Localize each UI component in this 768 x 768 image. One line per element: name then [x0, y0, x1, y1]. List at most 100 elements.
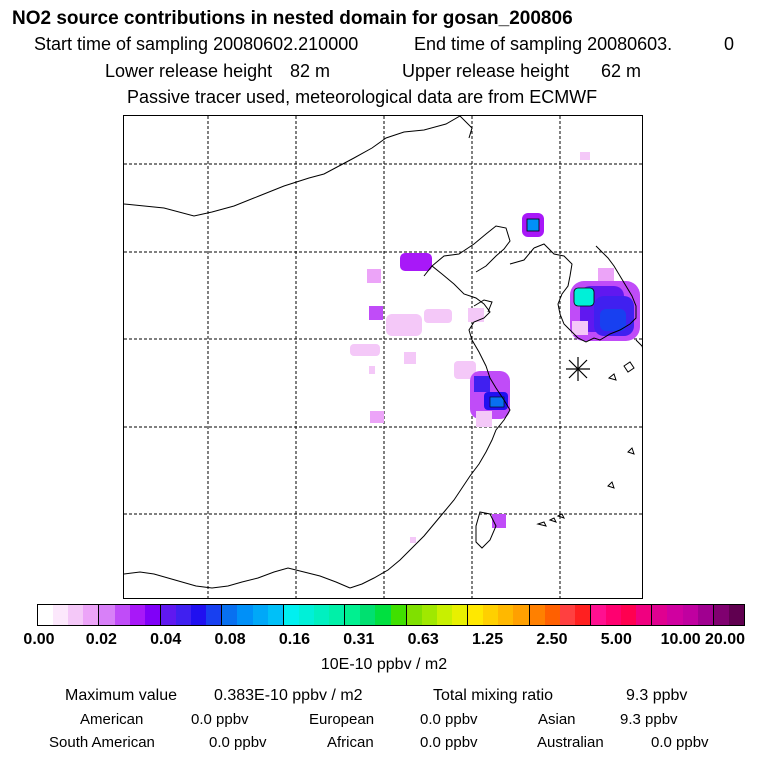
colorbar-tick-label: 20.00 — [704, 631, 746, 648]
colorbar-segment — [621, 605, 637, 625]
colorbar-segment — [53, 605, 69, 625]
colorbar-segment — [544, 605, 560, 625]
colorbar-segment — [191, 605, 207, 625]
island — [548, 517, 557, 523]
coastlines — [124, 116, 642, 589]
border-south — [124, 567, 351, 589]
island — [607, 481, 615, 489]
colorbar-segment — [129, 605, 145, 625]
region-value: 0.0 ppbv — [209, 734, 267, 751]
colorbar-segment — [451, 605, 469, 625]
lower-height-label: Lower release height — [105, 61, 273, 81]
map-panel — [123, 115, 643, 599]
colorbar-segment — [468, 605, 484, 625]
colorbar-unit: 10E-10 ppbv / m2 — [320, 656, 448, 673]
colorbar-tick-label: 5.00 — [600, 631, 632, 648]
colorbar-segment — [636, 605, 653, 625]
island — [627, 447, 635, 455]
colorbar-segment — [667, 605, 683, 625]
colorbar-segment — [283, 605, 299, 625]
region-value: 9.3 ppbv — [620, 711, 678, 728]
colorbar-tick-label: 0.16 — [278, 631, 311, 648]
colorbar-segment — [421, 605, 437, 625]
colorbar-tick-label: 0.63 — [407, 631, 439, 648]
colorbar-segment — [513, 605, 530, 625]
island — [536, 521, 547, 527]
lower-height-value: 82 m — [290, 61, 331, 81]
plume-cell — [489, 396, 505, 408]
colorbar-segment — [652, 605, 668, 625]
plume-cell — [573, 287, 595, 307]
coast-korea — [533, 243, 637, 343]
island — [623, 361, 635, 373]
colorbar-tick-label: 0.04 — [150, 631, 182, 648]
plume-cell — [492, 514, 506, 528]
border-mongolia — [124, 116, 461, 217]
colorbar-segment — [83, 605, 100, 625]
coast-shandong — [473, 299, 493, 313]
plume-cell — [400, 253, 432, 271]
total-mixing-value: 9.3 ppbv — [626, 687, 688, 704]
marker-line — [568, 359, 588, 379]
colorbar — [37, 604, 745, 626]
plume-cell — [474, 376, 490, 392]
colorbar-segment — [38, 605, 54, 625]
plume-cell — [350, 344, 380, 356]
plume-cell — [572, 321, 588, 335]
plume-cell — [404, 352, 416, 364]
coast-liaodong — [431, 225, 511, 273]
colorbar-segment — [160, 605, 176, 625]
colorbar-segment — [606, 605, 622, 625]
region-name: American — [80, 711, 144, 728]
colorbar-segment — [175, 605, 192, 625]
upper-height-value: 62 m — [601, 61, 642, 81]
plume-cell — [454, 361, 476, 379]
colorbar-segment — [267, 605, 284, 625]
region-value: 0.0 ppbv — [651, 734, 709, 751]
end-time-suffix: 0 — [724, 34, 735, 54]
map-svg — [124, 116, 642, 598]
colorbar-segment — [313, 605, 330, 625]
region-name: South American — [49, 734, 155, 751]
map-grid — [124, 116, 642, 598]
region-name: European — [309, 711, 375, 728]
colorbar-segment — [574, 605, 591, 625]
colorbar-tick-label: 1.25 — [471, 631, 504, 648]
plumes — [350, 152, 640, 543]
colorbar-segment — [298, 605, 314, 625]
colorbar-segment — [252, 605, 268, 625]
colorbar-segment — [529, 605, 545, 625]
plume-cell — [476, 411, 492, 427]
colorbar-segment — [406, 605, 422, 625]
plume-cell — [369, 306, 383, 320]
plume-cell — [410, 537, 416, 543]
colorbar-segment — [329, 605, 346, 625]
colorbar-segment — [483, 605, 499, 625]
region-name: Asian — [538, 711, 576, 728]
border-korea-china — [509, 247, 535, 265]
plume-cell — [600, 309, 626, 331]
region-name: Australian — [537, 734, 604, 751]
start-time: Start time of sampling 20080602.210000 — [34, 34, 359, 54]
region-value: 0.0 ppbv — [420, 734, 478, 751]
colorbar-segment — [345, 605, 361, 625]
plume-cell — [424, 309, 452, 323]
colorbar-segment — [114, 605, 130, 625]
border-ne — [459, 116, 473, 139]
colorbar-segment — [590, 605, 607, 625]
colorbar-segment — [237, 605, 253, 625]
colorbar-tick-label: 0.08 — [214, 631, 246, 648]
colorbar-tick-label: 0.31 — [343, 631, 375, 648]
plume-cell — [367, 269, 381, 283]
tracer-note: Passive tracer used, meteorological data… — [127, 87, 598, 107]
colorbar-segment — [360, 605, 376, 625]
colorbar-tick-label: 0.02 — [85, 631, 117, 648]
colorbar-segment — [436, 605, 452, 625]
total-mixing-label: Total mixing ratio — [433, 687, 554, 704]
max-value-label: Maximum value — [65, 687, 178, 704]
plume-cell — [369, 366, 375, 374]
region-value: 0.0 ppbv — [420, 711, 478, 728]
colorbar-segment — [713, 605, 729, 625]
chart-title: NO2 source contributions in nested domai… — [12, 8, 573, 29]
plume-cell — [580, 152, 590, 160]
